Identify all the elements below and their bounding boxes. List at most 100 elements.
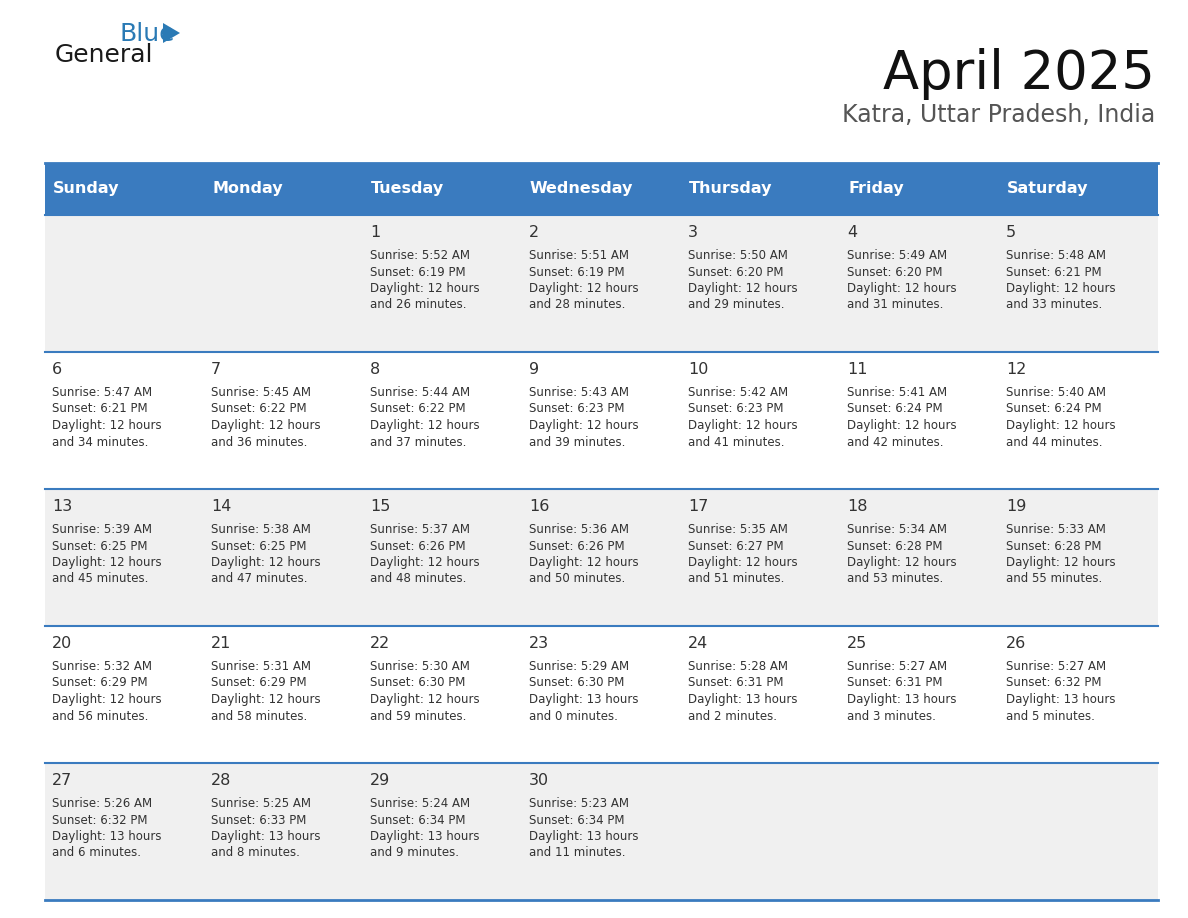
Text: Daylight: 12 hours: Daylight: 12 hours [369,556,480,569]
Bar [522,163,681,215]
Text: 11: 11 [847,362,867,377]
Text: Daylight: 12 hours: Daylight: 12 hours [529,282,639,295]
Text: and 36 minutes.: and 36 minutes. [211,435,308,449]
Text: Sunrise: 5:27 AM: Sunrise: 5:27 AM [847,660,947,673]
Text: Daylight: 13 hours: Daylight: 13 hours [847,693,956,706]
Text: Sunset: 6:23 PM: Sunset: 6:23 PM [529,402,625,416]
Text: 12: 12 [1006,362,1026,377]
Text: Sunset: 6:31 PM: Sunset: 6:31 PM [688,677,784,689]
Text: Sunrise: 5:31 AM: Sunrise: 5:31 AM [211,660,311,673]
Text: Sunset: 6:24 PM: Sunset: 6:24 PM [847,402,942,416]
Text: 27: 27 [52,773,72,788]
Text: Sunset: 6:31 PM: Sunset: 6:31 PM [847,677,942,689]
Text: Saturday: Saturday [1007,182,1088,196]
Text: Sunday: Sunday [53,182,120,196]
Bar [840,163,999,215]
Text: Daylight: 12 hours: Daylight: 12 hours [847,419,956,432]
Text: Daylight: 12 hours: Daylight: 12 hours [847,556,956,569]
Text: 8: 8 [369,362,380,377]
Text: and 9 minutes.: and 9 minutes. [369,846,459,859]
Text: Sunrise: 5:32 AM: Sunrise: 5:32 AM [52,660,152,673]
Text: April 2025: April 2025 [883,48,1155,100]
Bar [999,163,1158,215]
Text: Sunrise: 5:39 AM: Sunrise: 5:39 AM [52,523,152,536]
Text: Sunset: 6:29 PM: Sunset: 6:29 PM [52,677,147,689]
Text: Sunrise: 5:37 AM: Sunrise: 5:37 AM [369,523,470,536]
Text: Sunset: 6:29 PM: Sunset: 6:29 PM [211,677,307,689]
Text: Daylight: 12 hours: Daylight: 12 hours [211,556,321,569]
Text: Sunset: 6:33 PM: Sunset: 6:33 PM [211,813,307,826]
Text: Sunset: 6:28 PM: Sunset: 6:28 PM [847,540,942,553]
Text: Blue: Blue [120,22,176,46]
Text: and 2 minutes.: and 2 minutes. [688,710,777,722]
Text: 9: 9 [529,362,539,377]
Text: 17: 17 [688,499,708,514]
Text: and 11 minutes.: and 11 minutes. [529,846,626,859]
Text: Sunrise: 5:24 AM: Sunrise: 5:24 AM [369,797,470,810]
Text: 21: 21 [211,636,232,651]
Text: 29: 29 [369,773,390,788]
Text: Daylight: 12 hours: Daylight: 12 hours [211,419,321,432]
Text: Sunrise: 5:29 AM: Sunrise: 5:29 AM [529,660,630,673]
Bar [45,163,204,215]
Text: 5: 5 [1006,225,1016,240]
Text: Daylight: 12 hours: Daylight: 12 hours [688,419,797,432]
Text: Sunset: 6:32 PM: Sunset: 6:32 PM [1006,677,1101,689]
Text: 20: 20 [52,636,72,651]
Text: and 8 minutes.: and 8 minutes. [211,846,299,859]
Text: and 41 minutes.: and 41 minutes. [688,435,784,449]
Text: Wednesday: Wednesday [530,182,633,196]
Text: Sunset: 6:19 PM: Sunset: 6:19 PM [529,265,625,278]
Text: 3: 3 [688,225,699,240]
Text: Daylight: 12 hours: Daylight: 12 hours [1006,282,1116,295]
Text: Daylight: 12 hours: Daylight: 12 hours [847,282,956,295]
Text: Sunrise: 5:48 AM: Sunrise: 5:48 AM [1006,249,1106,262]
Text: and 58 minutes.: and 58 minutes. [211,710,308,722]
Polygon shape [163,23,181,43]
Text: Sunrise: 5:35 AM: Sunrise: 5:35 AM [688,523,788,536]
Text: 1: 1 [369,225,380,240]
Text: 22: 22 [369,636,390,651]
Text: Sunrise: 5:26 AM: Sunrise: 5:26 AM [52,797,152,810]
Text: Daylight: 13 hours: Daylight: 13 hours [688,693,797,706]
Text: Sunset: 6:22 PM: Sunset: 6:22 PM [369,402,466,416]
Text: 18: 18 [847,499,867,514]
Text: and 53 minutes.: and 53 minutes. [847,573,943,586]
Text: Sunset: 6:30 PM: Sunset: 6:30 PM [529,677,625,689]
Text: and 6 minutes.: and 6 minutes. [52,846,141,859]
Text: Sunset: 6:26 PM: Sunset: 6:26 PM [529,540,625,553]
Text: and 59 minutes.: and 59 minutes. [369,710,467,722]
Text: 4: 4 [847,225,857,240]
Text: Monday: Monday [211,182,283,196]
Text: Sunset: 6:27 PM: Sunset: 6:27 PM [688,540,784,553]
Bar [364,163,522,215]
Text: Sunrise: 5:43 AM: Sunrise: 5:43 AM [529,386,628,399]
Text: Sunset: 6:30 PM: Sunset: 6:30 PM [369,677,466,689]
Text: and 47 minutes.: and 47 minutes. [211,573,308,586]
Text: Sunrise: 5:36 AM: Sunrise: 5:36 AM [529,523,628,536]
Text: and 31 minutes.: and 31 minutes. [847,298,943,311]
Text: Sunrise: 5:38 AM: Sunrise: 5:38 AM [211,523,311,536]
Text: 10: 10 [688,362,708,377]
Text: Sunrise: 5:25 AM: Sunrise: 5:25 AM [211,797,311,810]
Bar [681,163,840,215]
Text: 23: 23 [529,636,549,651]
Text: Sunset: 6:34 PM: Sunset: 6:34 PM [369,813,466,826]
Text: Sunrise: 5:47 AM: Sunrise: 5:47 AM [52,386,152,399]
Text: Sunset: 6:25 PM: Sunset: 6:25 PM [52,540,147,553]
Text: Sunrise: 5:45 AM: Sunrise: 5:45 AM [211,386,311,399]
Text: and 26 minutes.: and 26 minutes. [369,298,467,311]
Text: Daylight: 13 hours: Daylight: 13 hours [52,830,162,843]
Bar [204,163,364,215]
Text: and 3 minutes.: and 3 minutes. [847,710,936,722]
Text: 19: 19 [1006,499,1026,514]
Text: and 39 minutes.: and 39 minutes. [529,435,625,449]
Text: Sunrise: 5:27 AM: Sunrise: 5:27 AM [1006,660,1106,673]
Text: Sunset: 6:25 PM: Sunset: 6:25 PM [211,540,307,553]
Text: 15: 15 [369,499,391,514]
Text: Daylight: 12 hours: Daylight: 12 hours [52,693,162,706]
Text: 26: 26 [1006,636,1026,651]
Text: Sunset: 6:21 PM: Sunset: 6:21 PM [52,402,147,416]
Text: Sunset: 6:26 PM: Sunset: 6:26 PM [369,540,466,553]
Text: Daylight: 12 hours: Daylight: 12 hours [369,282,480,295]
